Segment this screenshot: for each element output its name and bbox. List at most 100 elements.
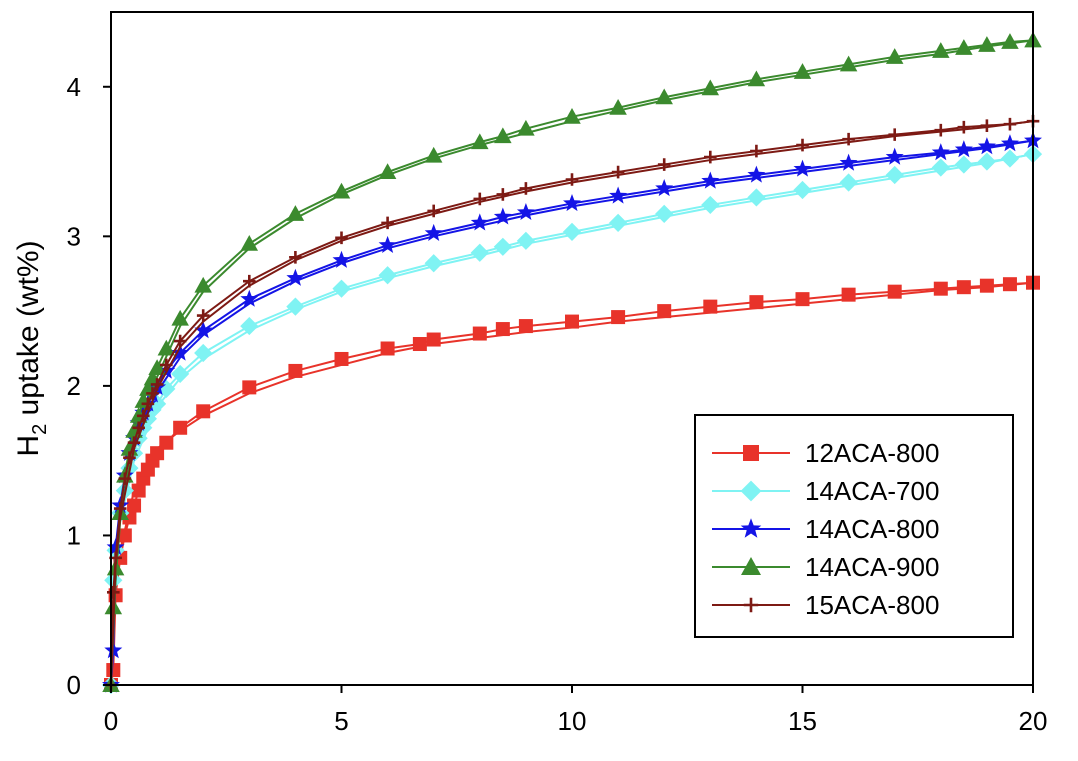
legend: 12ACA-800 14ACA-700 14ACA-800 14ACA-900 15AC…: [694, 414, 1014, 638]
data-point: [793, 159, 812, 177]
data-point: [424, 146, 443, 163]
data-point: [131, 483, 146, 498]
data-point: [977, 137, 996, 155]
data-point: [424, 223, 443, 241]
data-point: [378, 163, 397, 180]
legend-label: 15ACA-800: [805, 590, 939, 620]
data-point: [931, 143, 950, 161]
legend-label: 14ACA-700: [805, 476, 939, 506]
data-point: [493, 207, 512, 225]
data-point: [150, 378, 164, 391]
data-point: [194, 343, 213, 363]
y-tick-label: 3: [67, 221, 81, 251]
data-point: [793, 180, 812, 200]
data-point: [517, 119, 535, 136]
data-point: [136, 409, 150, 423]
data-point: [378, 235, 397, 253]
data-point: [123, 451, 136, 464]
data-point: [141, 397, 155, 411]
y-tick-label: 4: [67, 72, 81, 102]
y-tick-label: 2: [67, 371, 81, 401]
x-tick-label: 15: [788, 706, 817, 736]
data-point: [703, 299, 718, 314]
data-point: [934, 123, 948, 137]
data-point: [472, 326, 487, 341]
data-point: [194, 321, 213, 339]
data-point: [655, 179, 674, 197]
data-point: [657, 158, 671, 171]
data-point: [1002, 277, 1017, 292]
data-point: [655, 88, 673, 105]
data-point: [931, 158, 950, 177]
data-point: [750, 144, 763, 158]
data-point: [793, 63, 812, 79]
legend-item-2: 14ACA-800: [712, 514, 939, 544]
data-point: [956, 280, 971, 295]
x-tick-label: 5: [334, 706, 348, 736]
data-point: [796, 138, 809, 152]
data-point: [159, 435, 174, 450]
data-point: [516, 202, 535, 221]
data-point: [127, 436, 141, 450]
series-4-markers: [104, 114, 1040, 692]
data-point: [885, 48, 904, 64]
data-point: [609, 98, 627, 115]
data-point: [426, 332, 441, 347]
data-point: [839, 153, 858, 171]
legend-label: 12ACA-800: [805, 438, 939, 468]
x-tick-label: 20: [1019, 706, 1048, 736]
data-point: [747, 70, 766, 87]
data-point: [473, 192, 487, 206]
data-point: [563, 107, 581, 124]
data-point: [171, 364, 190, 384]
data-point: [519, 182, 533, 195]
data-point: [841, 287, 856, 302]
data-point: [747, 188, 766, 207]
data-point: [378, 266, 397, 285]
legend-label: 14ACA-900: [805, 552, 939, 582]
data-point: [286, 268, 305, 286]
data-point: [117, 528, 132, 543]
data-point: [611, 165, 625, 179]
data-point: [113, 502, 127, 515]
data-point: [839, 173, 858, 192]
series-0-markers: [104, 275, 1040, 692]
data-point: [704, 150, 717, 164]
legend-marker: [743, 597, 759, 613]
data-point: [518, 319, 533, 334]
data-point: [701, 171, 720, 189]
legend-item-0: 12ACA-800: [712, 438, 939, 468]
x-tick-label: 0: [104, 706, 118, 736]
y-axis-title-main: H: [12, 435, 45, 457]
data-point: [842, 132, 855, 146]
data-point: [955, 39, 973, 55]
data-point: [240, 316, 259, 336]
data-point: [380, 341, 395, 356]
data-point: [194, 276, 212, 293]
data-point: [977, 152, 996, 171]
data-point: [196, 404, 211, 419]
legend-marker: [743, 445, 759, 461]
data-point: [701, 195, 720, 215]
axis-ticks: 0 5 10 15 20 0 1 2 3 4: [67, 72, 1048, 736]
series-layer: [101, 31, 1043, 695]
data-point: [412, 337, 427, 352]
data-point: [933, 281, 948, 296]
data-point: [196, 309, 210, 322]
data-point: [565, 173, 579, 186]
data-point: [471, 133, 489, 150]
data-point: [335, 231, 348, 245]
data-point: [157, 339, 176, 356]
data-point: [562, 222, 582, 241]
data-point: [470, 213, 489, 231]
data-point: [494, 127, 512, 144]
data-point: [106, 663, 121, 678]
data-point: [334, 351, 349, 366]
data-point: [609, 213, 628, 232]
data-point: [565, 314, 579, 329]
data-point: [173, 334, 187, 348]
data-point: [516, 231, 535, 250]
data-point: [148, 359, 166, 375]
data-point: [611, 310, 626, 325]
legend-label: 14ACA-800: [805, 514, 939, 544]
